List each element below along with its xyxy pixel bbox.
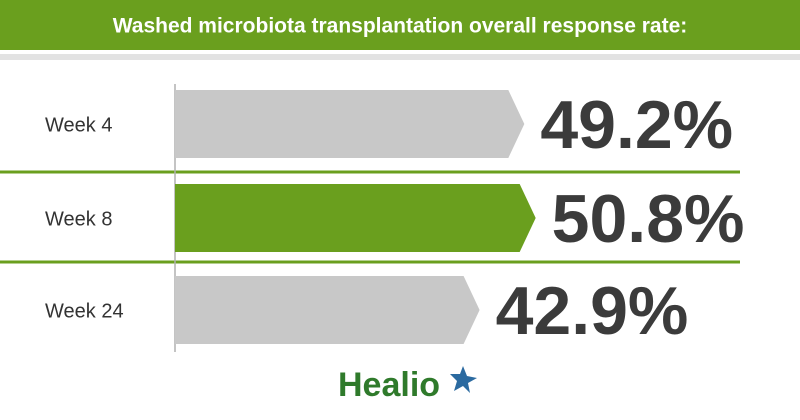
title-band: [0, 0, 800, 50]
title-rule: [0, 54, 800, 60]
category-label: Week 24: [45, 300, 124, 322]
category-label: Week 8: [45, 208, 112, 230]
logo-text: Healio: [338, 366, 440, 404]
value-label: 49.2%: [540, 87, 733, 163]
value-label: 50.8%: [552, 181, 745, 257]
logo: Healio: [338, 366, 477, 404]
category-label: Week 4: [45, 114, 112, 136]
bar: [175, 184, 536, 252]
logo-star: [450, 366, 477, 393]
chart-title: Washed microbiota transplantation overal…: [113, 15, 688, 38]
bar: [175, 276, 480, 344]
bar: [175, 90, 525, 158]
value-label: 42.9%: [496, 273, 689, 349]
